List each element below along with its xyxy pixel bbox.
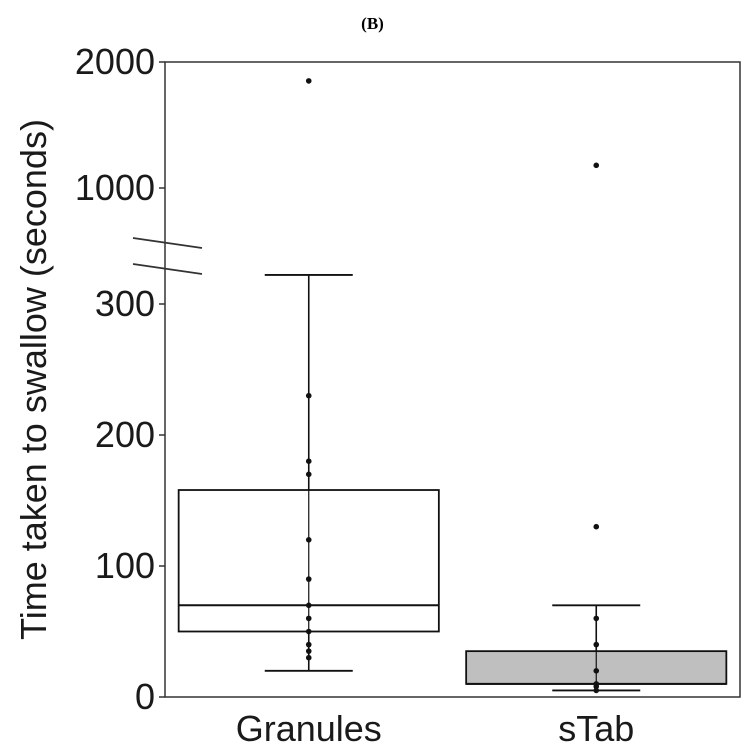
- plot-frame: [164, 61, 741, 698]
- data-point: [305, 576, 312, 582]
- data-point: [593, 523, 600, 530]
- data-point: [305, 471, 312, 478]
- panel-label: (B): [361, 14, 384, 33]
- data-point: [305, 641, 312, 648]
- y-tick-label: 200: [95, 414, 155, 455]
- axis-break-mark-upper: [132, 237, 203, 249]
- axis-break-mark-lower: [132, 263, 203, 275]
- data-point: [593, 162, 600, 169]
- data-point: [593, 681, 600, 687]
- y-tick-label: 1000: [75, 167, 155, 208]
- data-point: [305, 537, 312, 543]
- y-tick-label: 300: [95, 283, 155, 324]
- y-tick-label: 0: [135, 676, 155, 717]
- data-point: [305, 458, 312, 465]
- data-point: [305, 648, 312, 654]
- data-point: [305, 78, 312, 84]
- x-category-label: Granules: [236, 708, 382, 749]
- data-point: [305, 628, 312, 635]
- data-point: [593, 668, 600, 674]
- data-point: [593, 641, 600, 648]
- y-tick-label: 2000: [75, 41, 155, 82]
- data-point: [593, 615, 600, 622]
- data-point: [593, 687, 600, 694]
- y-axis-title: Time taken to swallow (seconds): [13, 119, 54, 640]
- y-tick-label: 100: [95, 545, 155, 586]
- data-point: [305, 654, 312, 661]
- x-category-label: sTab: [558, 708, 634, 749]
- data-point: [305, 602, 312, 609]
- data-point: [305, 392, 312, 399]
- data-point: [305, 615, 312, 622]
